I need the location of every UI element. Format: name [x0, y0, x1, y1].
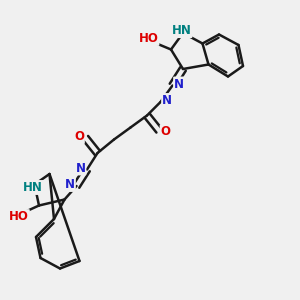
Text: HN: HN	[172, 24, 191, 37]
Text: O: O	[160, 125, 171, 139]
Text: HO: HO	[139, 32, 158, 45]
Text: N: N	[162, 94, 172, 107]
Text: O: O	[74, 130, 84, 143]
Text: HN: HN	[23, 181, 43, 194]
Text: N: N	[65, 178, 75, 191]
Text: HO: HO	[9, 210, 29, 223]
Text: N: N	[75, 161, 85, 175]
Text: N: N	[174, 77, 184, 91]
